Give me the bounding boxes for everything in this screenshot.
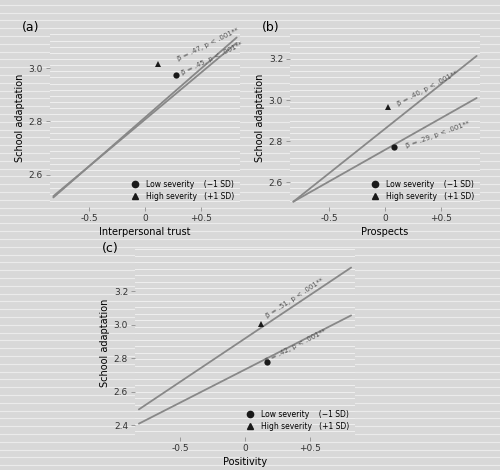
Text: β = .45, p < .001**: β = .45, p < .001** (181, 41, 244, 76)
Text: β = .42, p < .001**: β = .42, p < .001** (264, 328, 328, 364)
X-axis label: Positivity: Positivity (223, 457, 267, 467)
Y-axis label: School adaptation: School adaptation (100, 299, 110, 387)
X-axis label: Prospects: Prospects (362, 227, 408, 237)
X-axis label: Interpersonal trust: Interpersonal trust (99, 227, 191, 237)
Text: (c): (c) (102, 242, 119, 255)
Legend: Low severity    (−1 SD), High severity   (+1 SD): Low severity (−1 SD), High severity (+1 … (365, 177, 476, 203)
Legend: Low severity    (−1 SD), High severity   (+1 SD): Low severity (−1 SD), High severity (+1 … (125, 177, 236, 203)
Text: β = .47, p < .001**: β = .47, p < .001** (176, 27, 240, 62)
Text: (a): (a) (22, 21, 39, 34)
Y-axis label: School adaptation: School adaptation (254, 73, 264, 162)
Text: β = .29, p < .001**: β = .29, p < .001** (405, 120, 470, 149)
Text: β = .51, p < .001**: β = .51, p < .001** (264, 277, 324, 319)
Y-axis label: School adaptation: School adaptation (14, 73, 24, 162)
Legend: Low severity    (−1 SD), High severity   (+1 SD): Low severity (−1 SD), High severity (+1 … (240, 407, 351, 433)
Text: β = .40, p < .001**: β = .40, p < .001** (396, 70, 458, 107)
Text: (b): (b) (262, 21, 279, 34)
